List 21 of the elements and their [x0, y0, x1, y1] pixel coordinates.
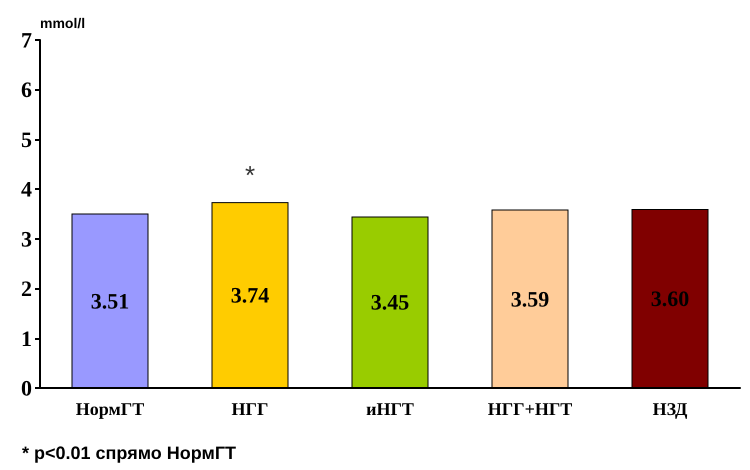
y-tick-label: 0 [21, 376, 32, 400]
x-tick-label: НГГ [232, 399, 268, 419]
x-tick-label: НЗД [652, 399, 688, 419]
y-tick-label: 4 [21, 176, 32, 202]
data-label: 3.45 [370, 290, 410, 315]
annotation: * [244, 160, 256, 190]
x-tick-label: иНГТ [366, 399, 414, 419]
x-tick-label: НормГТ [76, 399, 144, 419]
data-label: 3.60 [650, 286, 690, 312]
y-axis-title: mmol/l [40, 15, 86, 31]
data-label: 3.51 [90, 288, 130, 314]
y-tick-label: 5 [21, 126, 32, 152]
y-tick-label: 7 [21, 28, 32, 52]
x-tick-label: НГГ+НГТ [488, 399, 572, 419]
data-label: 3.74 [230, 282, 270, 308]
y-tick-label: 3 [21, 226, 32, 252]
y-tick-label: 2 [21, 276, 32, 302]
text: * p<0.01 спрямо НормГТ [22, 443, 236, 463]
data-label: 3.59 [510, 286, 550, 312]
y-tick-label: 1 [21, 326, 32, 351]
y-tick-label: 6 [21, 77, 32, 102]
